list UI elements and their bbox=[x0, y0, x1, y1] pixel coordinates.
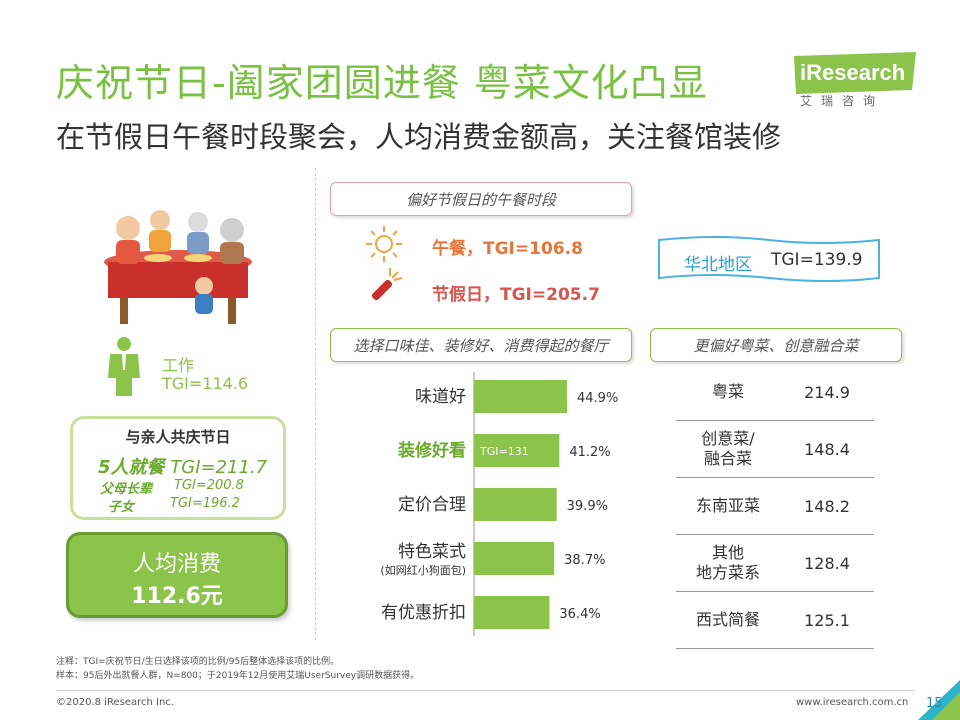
family-title: 与亲人共庆节日 bbox=[125, 428, 231, 446]
spend-value: 112.6元 bbox=[131, 584, 223, 609]
work-tgi: TGI=114.6 bbox=[162, 374, 249, 393]
cuisine-tgi: 148.4 bbox=[804, 439, 850, 459]
bar-label-3: 特色菜式 bbox=[398, 542, 466, 562]
cuisine-name-line: 地方菜系 bbox=[695, 563, 760, 582]
cuisine-row: 其他 地方菜系 128.4 bbox=[676, 535, 874, 592]
bar-value-4: 36.4% bbox=[559, 607, 600, 622]
bar-0 bbox=[474, 380, 567, 413]
cuisine-row: 西式简餐 125.1 bbox=[676, 592, 874, 649]
cuisine-tgi: 214.9 bbox=[804, 382, 850, 402]
cuisine-tgi: 125.1 bbox=[804, 610, 850, 630]
bar-label-2: 定价合理 bbox=[398, 495, 466, 515]
cuisine-row: 粤菜 214.9 bbox=[676, 364, 874, 421]
cuisine-row: 东南亚菜 148.2 bbox=[676, 478, 874, 535]
north-region-tgi: TGI=139.9 bbox=[771, 250, 863, 270]
bar-3 bbox=[474, 542, 555, 575]
page-subtitle: 在节假日午餐时段聚会，人均消费金额高，关注餐馆装修 bbox=[56, 120, 782, 154]
cuisine-name: 东南亚菜 bbox=[676, 496, 780, 516]
copyright: ©2020.8 iResearch Inc. bbox=[56, 697, 174, 708]
cuisine-name-line: 粤菜 bbox=[711, 382, 744, 401]
family-dinner-illustration bbox=[104, 210, 252, 324]
logo-cn: 艾瑞咨询 bbox=[800, 94, 885, 108]
bar-label-4: 有优惠折扣 bbox=[381, 603, 466, 623]
bar-note-3: (如网红小狗面包) bbox=[380, 563, 466, 577]
cuisine-tgi: 128.4 bbox=[804, 553, 850, 573]
spend-box bbox=[66, 532, 288, 618]
cuisine-name-line: 其他 bbox=[711, 543, 744, 562]
wavy-banner bbox=[658, 236, 880, 282]
bar-tgi-annotation: TGI=131 bbox=[479, 445, 529, 458]
note-line-1: 注释：TGI=庆祝节日/生日选择该项的比例/95后整体选择该项的比例。 bbox=[56, 657, 340, 667]
cuisine-name: 创意菜/融合菜 bbox=[676, 429, 780, 469]
family-main-tgi: TGI=211.7 bbox=[170, 457, 268, 478]
sun-icon bbox=[366, 226, 402, 262]
cuisine-name: 西式简餐 bbox=[676, 610, 780, 630]
note-line-2: 样本：95后外出就餐人群，N=800；于2019年12月使用艾瑞UserSurv… bbox=[56, 671, 420, 681]
bar-value-1: 41.2% bbox=[569, 445, 610, 460]
page-number: 15 bbox=[926, 696, 943, 711]
logo-word: iResearch bbox=[800, 60, 906, 85]
bar-value-3: 38.7% bbox=[564, 553, 605, 568]
cuisine-tgi: 148.2 bbox=[804, 496, 850, 516]
bar-2 bbox=[474, 488, 557, 521]
bar-label-0: 味道好 bbox=[415, 387, 466, 407]
family-sub2-tgi: TGI=196.2 bbox=[170, 496, 240, 511]
bar-value-2: 39.9% bbox=[567, 499, 608, 514]
cuisine-row: 创意菜/融合菜 148.4 bbox=[676, 421, 874, 478]
firework-icon bbox=[371, 268, 403, 301]
logo-banner-icon bbox=[794, 52, 916, 94]
bar-label-1: 装修好看 bbox=[397, 440, 466, 461]
family-main-stat: 5人就餐 TGI=211.7 bbox=[98, 453, 267, 479]
work-label: 工作 bbox=[162, 356, 195, 375]
family-sub2-name: 子女 bbox=[108, 500, 135, 515]
family-main-name: 5人就餐 bbox=[98, 457, 165, 478]
cuisine-name-line: 融合菜 bbox=[703, 449, 752, 468]
holiday-stat: 节假日，TGI=205.7 bbox=[432, 285, 600, 305]
spend-label: 人均消费 bbox=[132, 552, 221, 577]
cuisine-name: 其他 地方菜系 bbox=[676, 543, 780, 583]
family-sub1-name: 父母长辈 bbox=[100, 482, 153, 497]
website-link[interactable]: www.iresearch.com.cn bbox=[796, 697, 909, 708]
divider bbox=[315, 168, 316, 640]
cuisine-name: 粤菜 bbox=[676, 382, 780, 402]
cuisine-table: 粤菜 214.9 创意菜/融合菜 148.4 东南亚菜 148.2 其他 地方菜系 128.4 西… bbox=[676, 364, 874, 649]
lunch-stat: 午餐，TGI=106.8 bbox=[432, 239, 583, 259]
page-title: 庆祝节日-阖家团圆进餐 粤菜文化凸显 bbox=[56, 61, 708, 105]
lunch-section-label: 偏好节假日的午餐时段 bbox=[330, 182, 632, 216]
cuisine-name-line: 创意菜/ bbox=[701, 429, 755, 448]
bar-1 bbox=[474, 434, 560, 467]
bar-4 bbox=[474, 596, 550, 629]
family-sub1-tgi: TGI=200.8 bbox=[174, 478, 244, 493]
worker-icon bbox=[108, 337, 140, 396]
north-region-name: 华北地区 bbox=[684, 255, 752, 275]
cuisine-name-line: 西式简餐 bbox=[695, 610, 760, 629]
cuisine-section-label: 更偏好粤菜、创意融合菜 bbox=[650, 328, 902, 362]
restaurant-bar-chart: 味道好 44.9% 装修好看 41.2% TGI=131 定价合理 39.9% 特色菜式(如网… bbox=[380, 372, 618, 636]
corner-triangle-icon bbox=[918, 680, 960, 720]
family-box bbox=[70, 416, 286, 520]
footer-divider bbox=[56, 690, 914, 691]
cuisine-name-line: 东南亚菜 bbox=[695, 496, 760, 515]
restaurant-section-label: 选择口味佳、装修好、消费得起的餐厅 bbox=[330, 328, 632, 362]
bar-value-0: 44.9% bbox=[577, 391, 618, 406]
